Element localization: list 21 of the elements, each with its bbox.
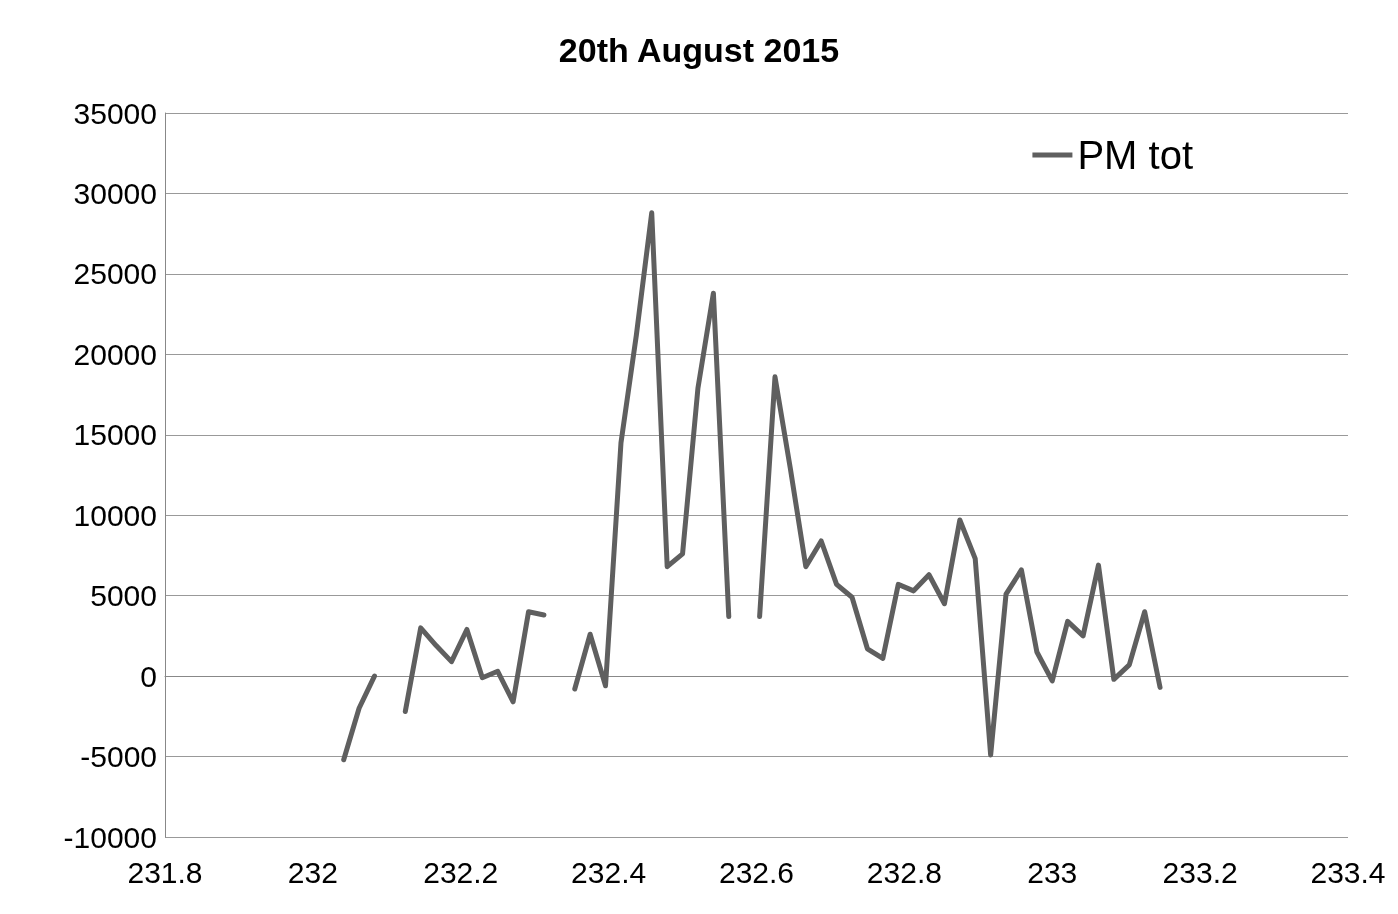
y-tick-label: 15000 bbox=[73, 418, 157, 452]
y-tick-label: 0 bbox=[140, 659, 157, 693]
chart-title: 20th August 2015 bbox=[558, 31, 840, 69]
legend-label: PM tot bbox=[1077, 133, 1194, 177]
x-tick-label: 232.8 bbox=[866, 855, 942, 889]
x-tick-label: 231.8 bbox=[127, 855, 203, 889]
x-tick-label: 232.6 bbox=[718, 855, 795, 889]
x-tick-label: 233.4 bbox=[1310, 855, 1386, 889]
x-tick-label: 232.2 bbox=[423, 855, 499, 889]
x-tick-label: 232.4 bbox=[571, 855, 647, 889]
y-tick-label: 5000 bbox=[90, 579, 157, 613]
y-tick-label: 10000 bbox=[73, 498, 157, 532]
y-tick-label: 25000 bbox=[73, 257, 157, 291]
y-tick-label: 30000 bbox=[73, 176, 157, 210]
y-tick-label: -5000 bbox=[80, 740, 157, 774]
y-tick-label: 20000 bbox=[73, 337, 157, 371]
x-tick-label: 232 bbox=[287, 855, 338, 889]
y-tick-label: 35000 bbox=[73, 96, 157, 130]
y-tick-label: -10000 bbox=[63, 820, 157, 854]
x-tick-label: 233.2 bbox=[1162, 855, 1238, 889]
x-tick-label: 233 bbox=[1027, 855, 1078, 889]
